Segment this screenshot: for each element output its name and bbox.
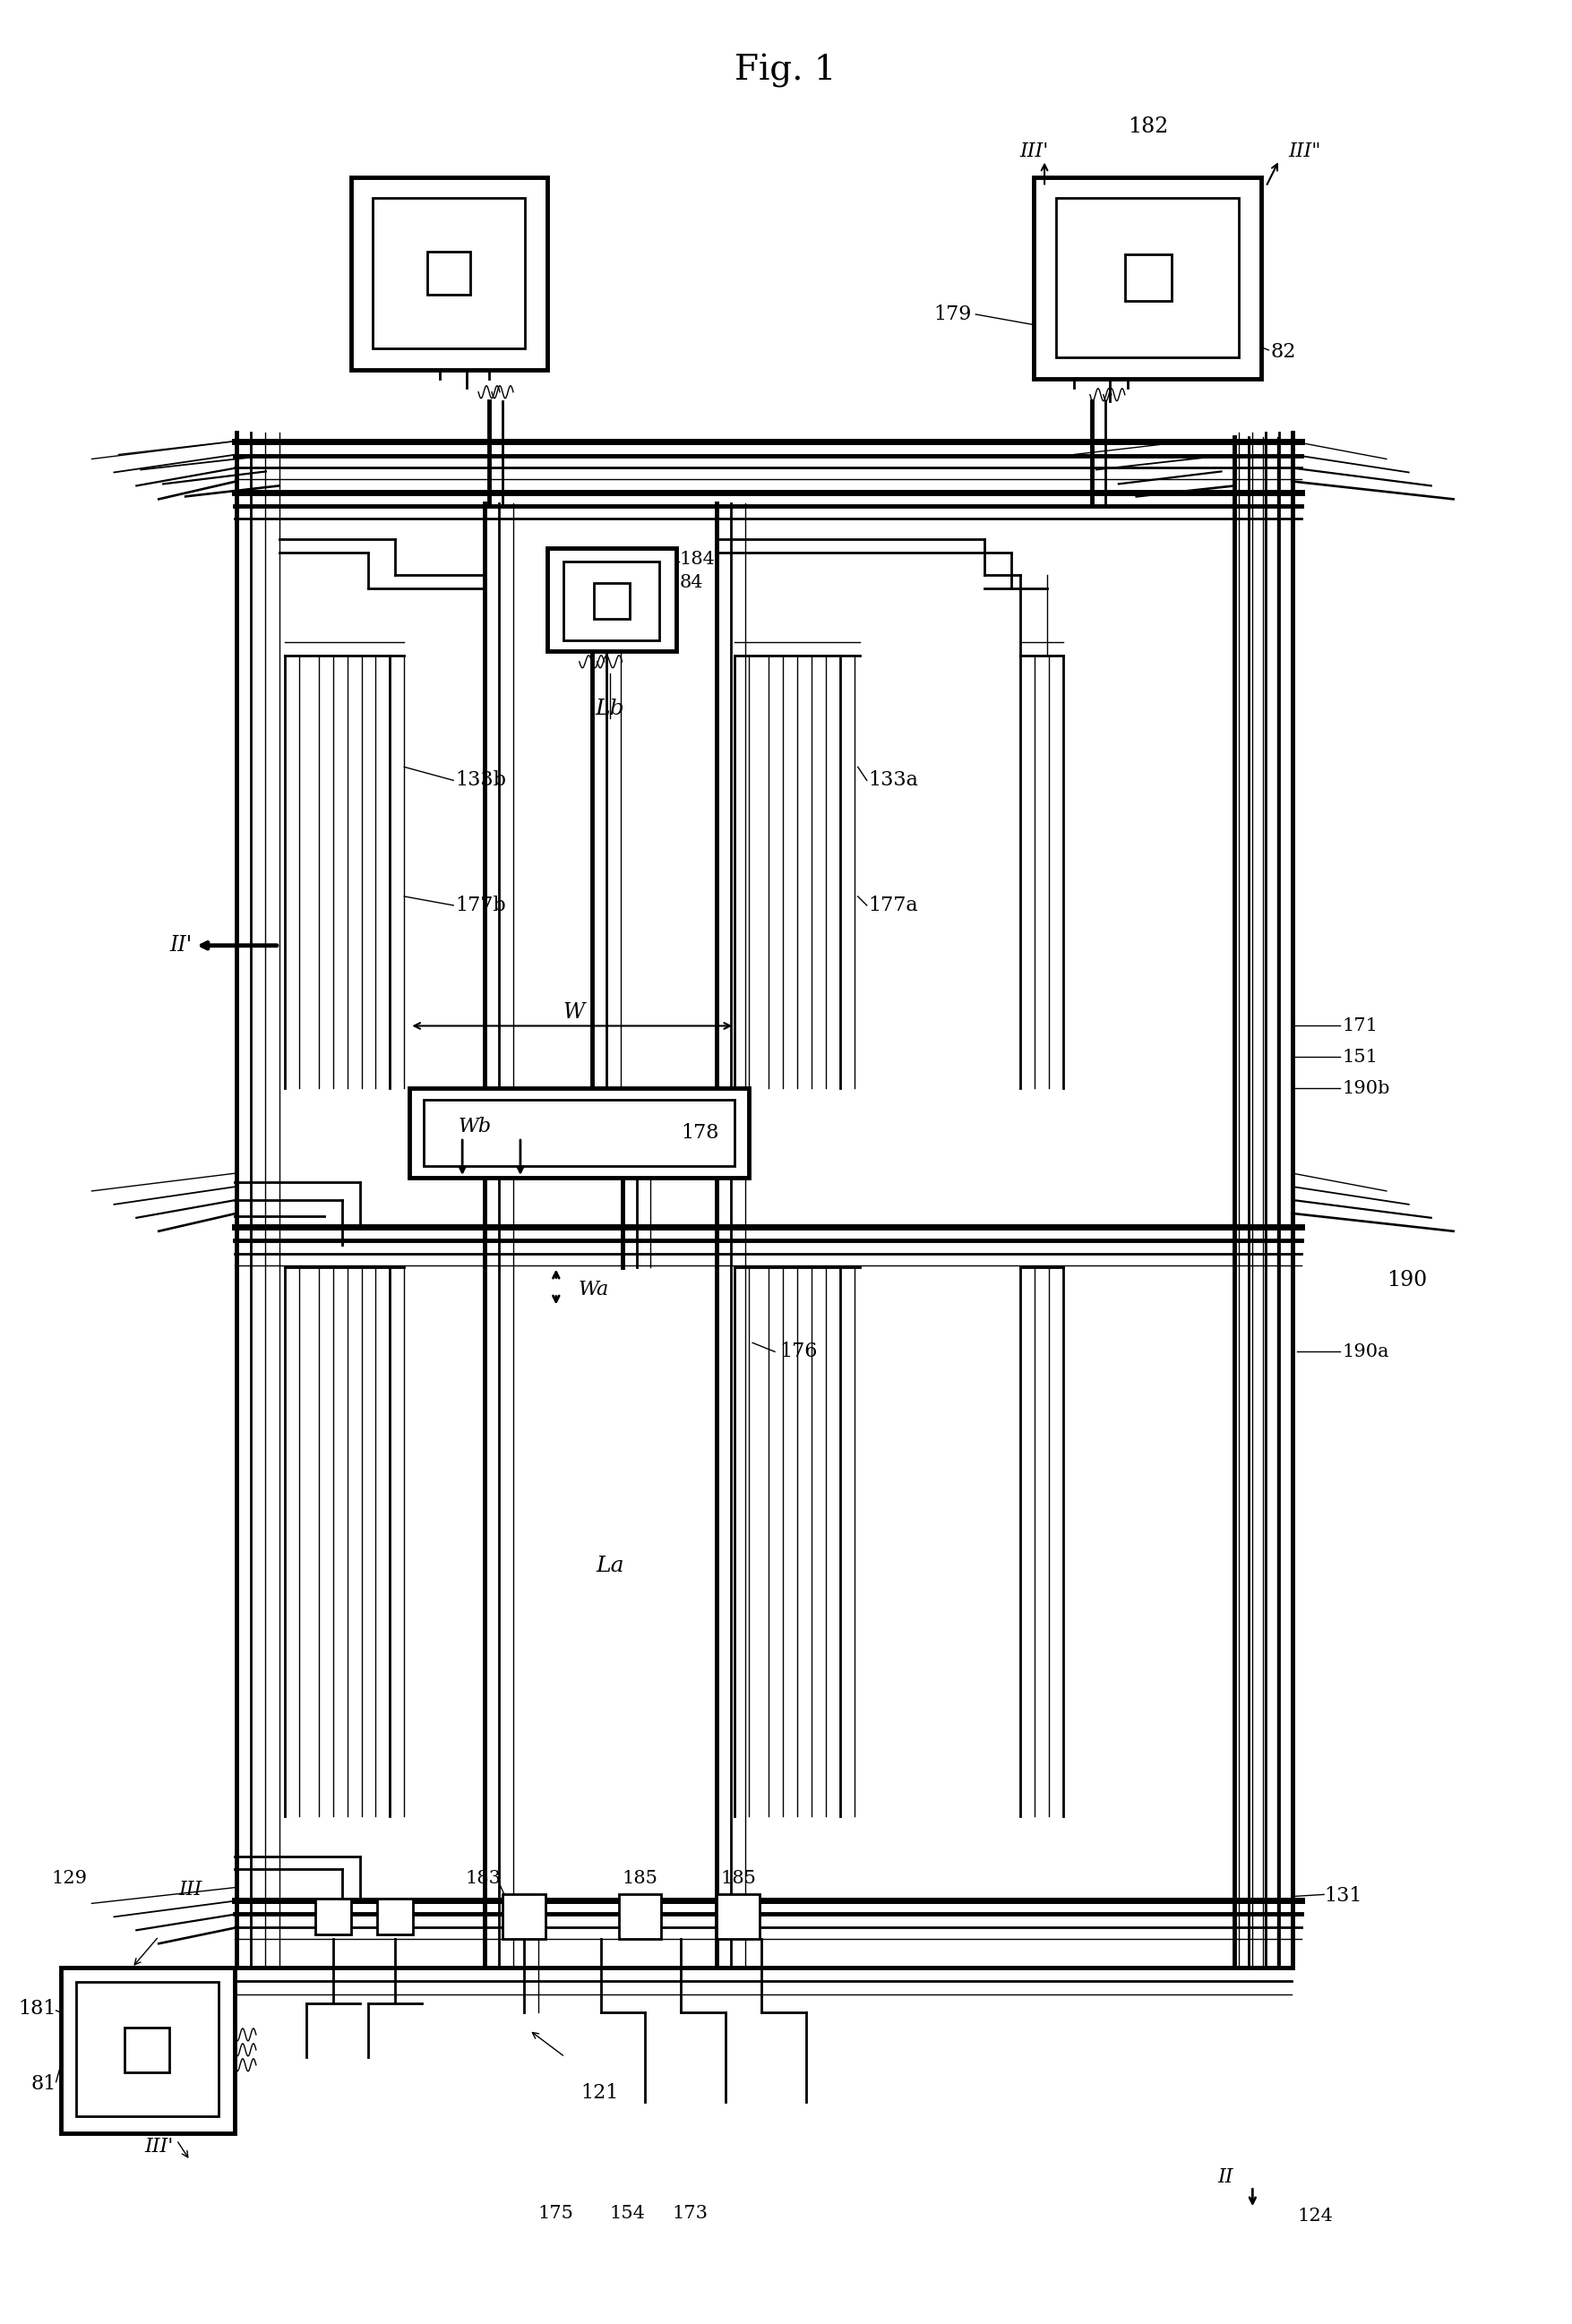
Text: Wb: Wb xyxy=(457,1118,490,1136)
Text: W: W xyxy=(563,1002,585,1023)
Bar xyxy=(410,1088,748,1178)
Text: 177a: 177a xyxy=(869,895,918,916)
Bar xyxy=(351,177,547,370)
Bar xyxy=(547,548,676,651)
Text: 171: 171 xyxy=(1342,1018,1377,1034)
Text: 190a: 190a xyxy=(1342,1343,1388,1360)
Bar xyxy=(314,1899,351,1934)
Text: 184: 184 xyxy=(679,551,715,567)
Text: 81: 81 xyxy=(30,2073,57,2094)
Text: 181: 181 xyxy=(17,1999,57,2020)
Text: La: La xyxy=(596,1555,624,1576)
Bar xyxy=(619,1894,662,1938)
Text: III": III" xyxy=(1287,142,1320,160)
Bar xyxy=(594,583,629,618)
Bar xyxy=(428,251,470,295)
Text: 151: 151 xyxy=(1342,1048,1377,1067)
Bar xyxy=(717,1894,759,1938)
Text: II': II' xyxy=(170,934,192,955)
Bar xyxy=(1056,198,1239,358)
Text: Lb: Lb xyxy=(596,700,624,718)
Text: 129: 129 xyxy=(52,1871,88,1887)
Text: 133b: 133b xyxy=(456,772,506,790)
Bar xyxy=(505,1896,544,1936)
Text: 121: 121 xyxy=(582,2082,619,2103)
Text: 176: 176 xyxy=(780,1341,817,1362)
Text: III: III xyxy=(178,1880,201,1901)
Text: 133a: 133a xyxy=(869,772,918,790)
Text: Wa: Wa xyxy=(578,1281,608,1299)
Text: 124: 124 xyxy=(1297,2208,1333,2224)
Text: 185: 185 xyxy=(720,1871,756,1887)
Bar xyxy=(621,1896,660,1936)
Text: 84: 84 xyxy=(679,574,703,590)
Text: III': III' xyxy=(1019,142,1049,160)
Text: 183: 183 xyxy=(465,1871,501,1887)
Text: III': III' xyxy=(145,2136,173,2157)
Text: 190: 190 xyxy=(1387,1269,1427,1290)
Text: 190b: 190b xyxy=(1342,1081,1390,1097)
Text: Fig. 1: Fig. 1 xyxy=(734,53,836,88)
Bar xyxy=(373,198,525,349)
Bar xyxy=(377,1899,413,1934)
Text: 182: 182 xyxy=(1127,116,1168,137)
Bar xyxy=(503,1894,545,1938)
Bar xyxy=(61,1968,234,2133)
Bar xyxy=(1126,256,1171,302)
Bar xyxy=(718,1896,758,1936)
Text: II: II xyxy=(1218,2168,1234,2187)
Bar xyxy=(1034,177,1261,379)
Text: 82: 82 xyxy=(1270,342,1295,363)
Bar xyxy=(75,1982,219,2115)
Bar xyxy=(124,2027,170,2073)
Text: 131: 131 xyxy=(1324,1887,1361,1906)
Bar xyxy=(563,562,660,639)
Bar xyxy=(424,1099,734,1167)
Text: 154: 154 xyxy=(610,2205,646,2222)
Text: 175: 175 xyxy=(538,2205,574,2222)
Text: 179: 179 xyxy=(934,304,971,325)
Text: 173: 173 xyxy=(673,2205,707,2222)
Text: 177b: 177b xyxy=(456,895,506,916)
Text: 185: 185 xyxy=(623,1871,657,1887)
Text: 178: 178 xyxy=(681,1122,718,1143)
